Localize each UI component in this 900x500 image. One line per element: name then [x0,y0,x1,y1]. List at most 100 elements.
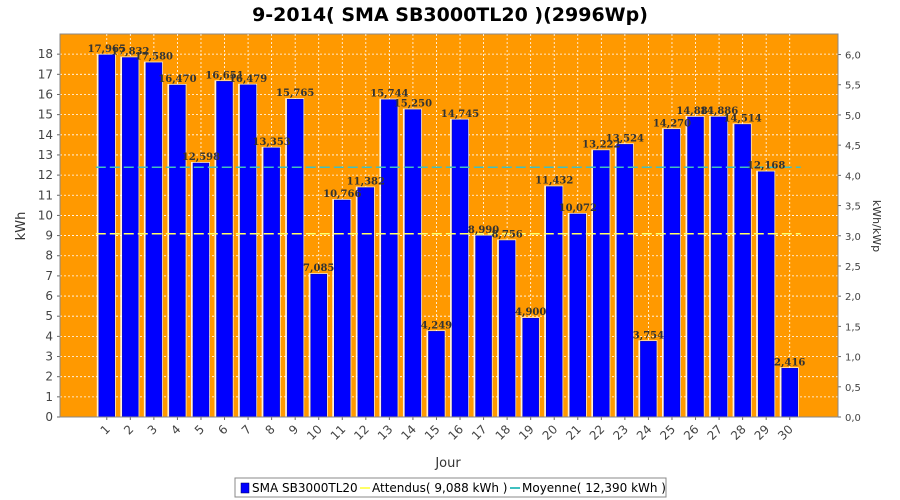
bar [98,54,116,418]
x-tick-label: 27 [704,422,725,443]
bar-value-label: 16,479 [229,74,267,85]
bar [122,57,139,418]
legend-label-average: Moyenne( 12,390 kWh ) [522,481,666,495]
x-tick-label: 26 [681,422,702,443]
bar [569,213,587,418]
x-tick-label: 19 [516,422,537,443]
bar [687,116,704,418]
bar [192,162,210,418]
y-tick-label: 9 [45,229,53,243]
x-axis: 1 2 3 4 5 6 7 8 9 10 11 12 13 14 15 16 17 18 19 20 21 22 23 24 2… [60,416,838,443]
y-tick-label: 6 [45,289,53,303]
right-axis: 0,0 0,5 1,0 1,5 2,0 2,5 3,0 3,5 4,0 4,5 5,0 5,5 6,0 [837,34,861,424]
y-tick-label: 8 [45,249,53,263]
x-tick-label: 14 [398,422,419,443]
bar-value-label: 4,900 [515,307,546,318]
x-tick-label: 18 [493,422,514,443]
bar-value-label: 7,085 [303,263,334,274]
y-tick-label: 18 [38,47,53,61]
y-tick-label: 11 [38,188,53,202]
x-tick-label: 15 [422,422,443,443]
bar [169,84,186,418]
bar [522,317,539,418]
x-tick-label: 17 [469,422,490,443]
plot-area [59,33,839,418]
x-tick-label: 11 [328,422,349,443]
bar [593,150,610,418]
y-right-tick-label: 0,0 [845,413,861,424]
bar-value-label: 15,250 [394,99,432,110]
x-tick-label: 7 [239,422,254,437]
bar-value-label: 16,470 [158,74,196,85]
x-tick-label: 5 [192,422,207,437]
x-tick-label: 9 [286,422,301,437]
y-tick-label: 1 [45,390,53,404]
y-tick-label: 14 [38,128,53,142]
y-right-tick-label: 0,5 [845,383,861,394]
x-tick-label: 24 [634,422,655,443]
bar-value-label: 15,765 [276,88,314,99]
bar [145,62,163,418]
x-tick-label: 10 [304,422,325,443]
y-right-tick-label: 4,5 [845,141,861,152]
bar [451,119,469,418]
y-tick-label: 13 [38,148,53,162]
bar [498,240,516,418]
bar-value-label: 12,168 [747,161,785,172]
x-tick-label: 3 [145,422,160,437]
bar-value-label: 11,432 [535,176,573,187]
bar-value-label: 11,382 [347,177,385,188]
y-tick-label: 0 [45,410,53,424]
x-tick-label: 13 [375,422,396,443]
bar [545,186,563,418]
bar [781,368,798,418]
bar-value-label: 8,990 [468,225,499,236]
y-right-tick-label: 2,5 [845,262,861,273]
y-right-tick-label: 3,5 [845,202,861,213]
y-right-tick-label: 3,0 [845,232,861,243]
bar [757,171,775,418]
y-tick-label: 12 [38,168,53,182]
chart-title: 9-2014( SMA SB3000TL20 )(2996Wp) [252,4,648,26]
y-tick-label: 15 [38,108,53,122]
bar [381,99,398,418]
bar-value-label: 17,965 [88,44,126,55]
bar-value-label: 13,524 [606,133,644,144]
bars [96,53,799,418]
bar [428,331,445,418]
reference-lines [95,166,801,235]
x-tick-label: 20 [540,422,561,443]
x-tick-label: 30 [775,422,796,443]
y-right-tick-label: 5,5 [845,81,861,92]
bar [357,187,375,418]
x-tick-label: 25 [657,422,678,443]
x-tick-label: 4 [168,422,183,437]
y-axis-right-title: kWh/kWp [870,200,883,252]
bar-value-label: 4,249 [421,320,452,331]
x-tick-label: 1 [98,422,113,437]
y-right-tick-label: 2,0 [845,292,861,303]
bar [475,235,492,418]
bar-value-label: 14,881 [676,106,714,117]
bar-value-label: 13,222 [582,139,620,150]
bar-value-label: 15,744 [370,89,408,100]
bar-value-label: 2,416 [774,357,805,368]
bar [616,144,634,418]
bar-value-label: 14,886 [700,106,738,117]
bar [310,273,327,418]
y-tick-label: 17 [38,67,53,81]
x-tick-label: 28 [728,422,749,443]
bar-value-label: 14,745 [441,109,479,120]
bar [640,341,657,418]
bar [263,147,280,418]
y-tick-label: 7 [45,269,53,283]
bar-value-label: 14,270 [653,118,691,129]
bar-value-label: 10,766 [323,189,361,200]
y-axis-title: kWh [14,212,29,241]
legend-label-production: SMA SB3000TL20 [252,481,358,495]
bar-value-label: 13,353 [252,137,290,148]
y-tick-label: 10 [38,208,53,222]
